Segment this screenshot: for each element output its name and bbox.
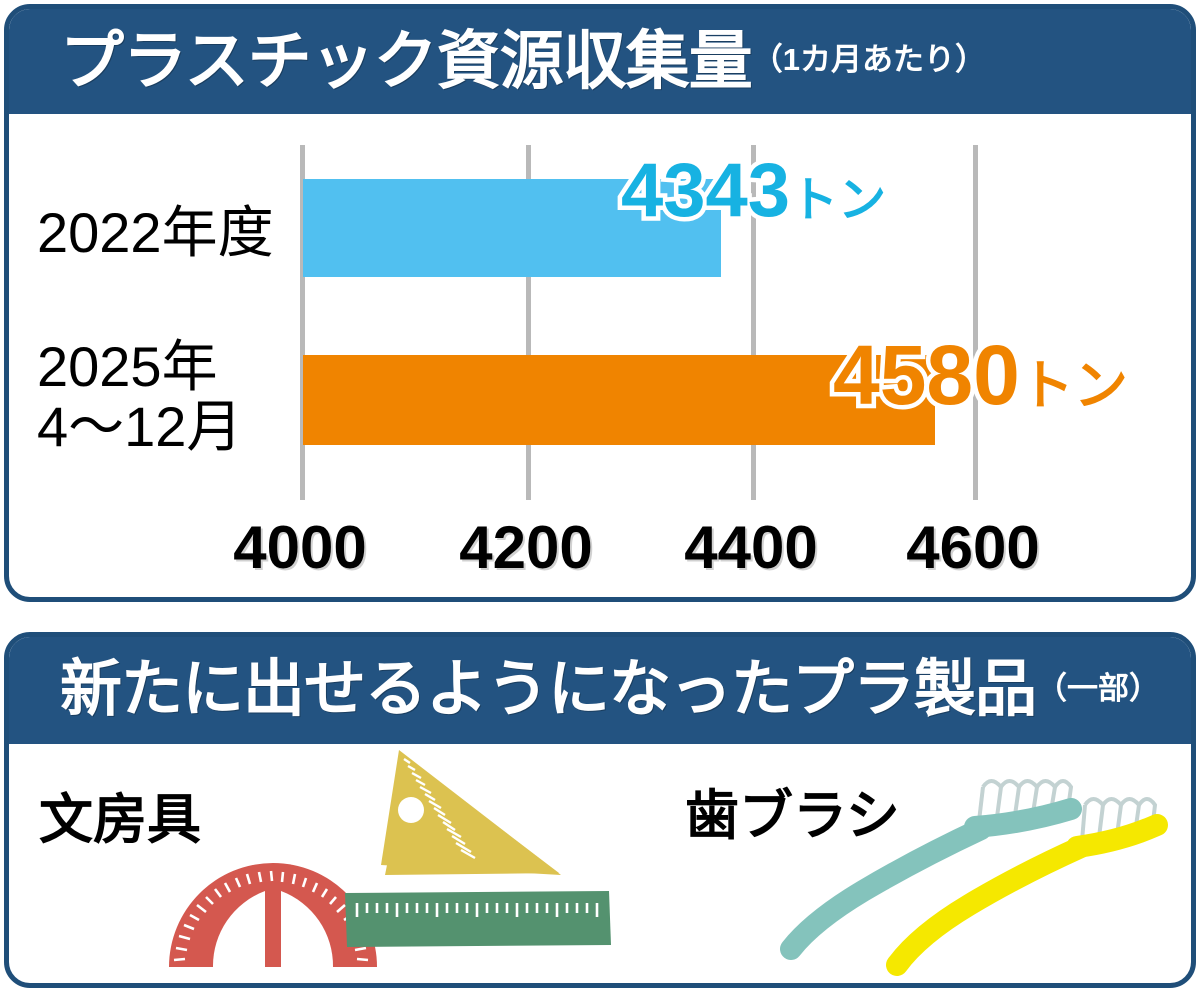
straight-ruler-icon: [345, 891, 611, 947]
xtick-label-4400: 4400: [684, 514, 818, 581]
value-unit-2022: トン: [786, 172, 891, 229]
value-number-2022: 4343: [616, 148, 794, 233]
stationery-icon: [149, 745, 649, 980]
items-illustrations: 文房具: [9, 745, 1191, 983]
item-label-stationery: 文房具: [39, 790, 201, 850]
gridline-4200: [526, 145, 531, 500]
gridline-4400: [751, 145, 756, 500]
triangle-ruler-icon: [381, 750, 561, 875]
bar-chart: 2022年度 2025年 4〜12月 4343トン 4580トン 4000 42…: [9, 115, 1191, 597]
category-label-2022: 2022年度: [37, 201, 274, 264]
gridline-4600: [973, 145, 978, 500]
chart-panel-header: プラスチック資源収集量 （1カ月あたり）: [9, 9, 1191, 114]
value-label-2025: 4580トン: [829, 329, 1133, 422]
toothbrush-icon: [779, 753, 1179, 983]
protractor-icon: [169, 863, 377, 967]
items-panel-header: 新たに出せるようになったプラ製品 （一部）: [9, 637, 1191, 744]
toothbrush-yellow: [886, 797, 1168, 976]
items-panel-subtitle: （一部）: [1036, 670, 1161, 706]
value-number-2025: 4580: [829, 328, 1025, 422]
chart-plot-area: 2022年度 2025年 4〜12月 4343トン 4580トン 4000 42…: [9, 115, 1191, 597]
item-label-toothbrush: 歯ブラシ: [685, 786, 900, 846]
value-label-2022: 4343トン: [616, 148, 891, 233]
category-label-2025: 2025年 4〜12月: [37, 335, 243, 459]
bar-2022: [303, 179, 721, 277]
items-panel: 新たに出せるようになったプラ製品 （一部） 文房具: [4, 632, 1196, 988]
toothbrush-teal: [780, 779, 1082, 960]
items-panel-title: 新たに出せるようになったプラ製品: [60, 655, 1037, 724]
chart-panel-subtitle: （1カ月あたり）: [751, 41, 986, 77]
bar-2025: [303, 355, 935, 445]
xtick-label-4200: 4200: [459, 514, 593, 581]
chart-panel-title: プラスチック資源収集量: [60, 25, 753, 97]
value-unit-2025: トン: [1015, 355, 1132, 418]
chart-panel: プラスチック資源収集量 （1カ月あたり） 2022年度 2025年 4〜12月 …: [4, 4, 1196, 602]
xtick-label-4000: 4000: [233, 514, 367, 581]
xtick-label-4600: 4600: [906, 514, 1040, 581]
gridline-4000: [300, 145, 305, 500]
